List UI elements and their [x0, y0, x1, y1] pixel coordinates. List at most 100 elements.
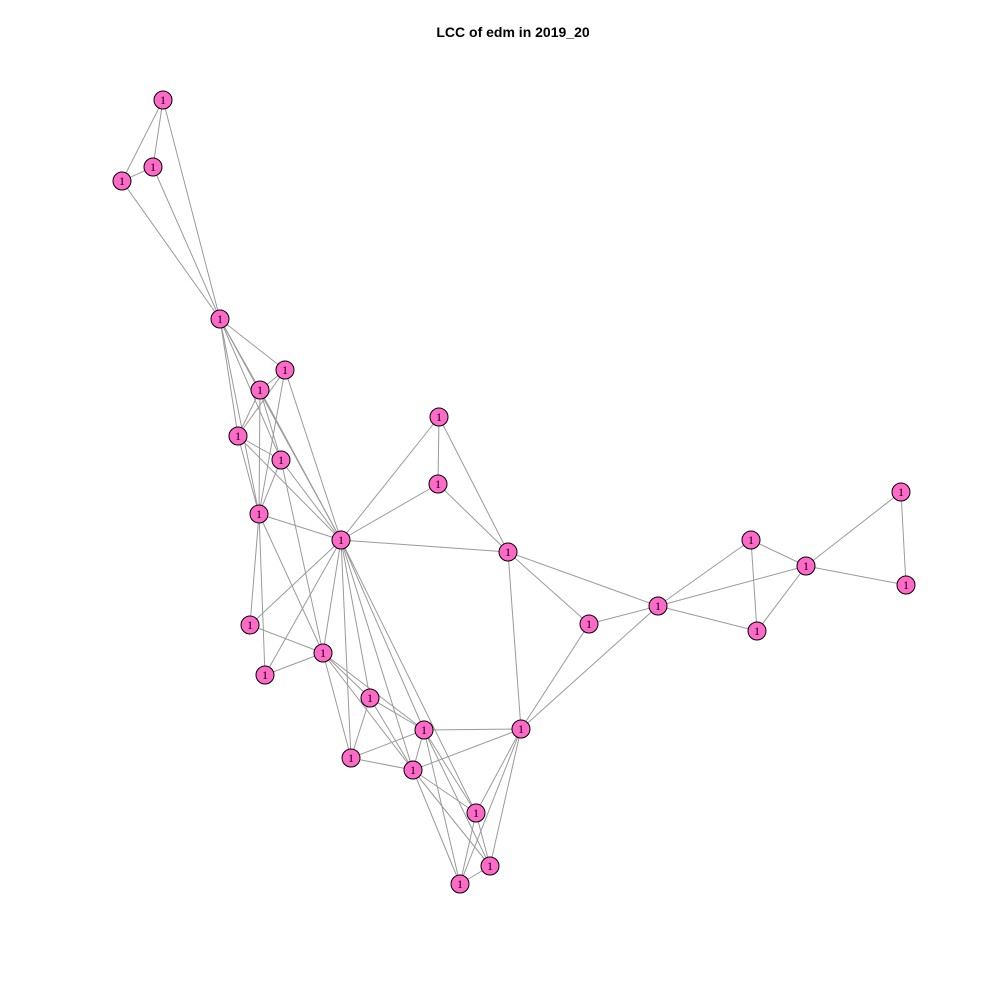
- node-circle: [250, 380, 270, 400]
- graph-edge: [258, 513, 324, 654]
- node-layer: 1 1 1 1 1 1 1 1 1 1 1 1 1 1 1 1 1 1 1 1 1 1 1 1 1 1 1 1 1 1 1: [112, 90, 916, 894]
- graph-node: 1: [414, 720, 434, 740]
- graph-edge: [340, 483, 439, 541]
- graph-edge: [423, 729, 491, 867]
- graph-node: 1: [579, 614, 599, 634]
- graph-edge: [162, 99, 221, 320]
- graph-node: 1: [511, 719, 531, 739]
- node-label: 1: [150, 160, 156, 174]
- graph-node: 1: [480, 856, 500, 876]
- graph-edge: [475, 728, 522, 814]
- graph-edge: [750, 539, 758, 632]
- node-circle: [403, 760, 423, 780]
- graph-edge: [249, 624, 324, 654]
- node-circle: [747, 621, 767, 641]
- node-label: 1: [748, 533, 754, 547]
- graph-edge: [237, 435, 260, 515]
- graph-edge: [657, 539, 752, 607]
- node-circle: [360, 688, 380, 708]
- node-label: 1: [262, 668, 268, 682]
- graph-edge: [750, 539, 807, 567]
- graph-node: 1: [747, 621, 767, 641]
- graph-edge: [258, 513, 342, 541]
- graph-edge: [459, 728, 522, 885]
- node-circle: [511, 719, 531, 739]
- graph-node: 1: [360, 688, 380, 708]
- node-label: 1: [505, 545, 511, 559]
- node-circle: [271, 450, 291, 470]
- graph-edge: [657, 605, 758, 632]
- graph-edge: [237, 369, 286, 437]
- graph-edge: [350, 757, 414, 771]
- graph-edge: [350, 697, 371, 759]
- graph-edge: [423, 729, 461, 885]
- graph-edge: [507, 551, 590, 625]
- graph-edge: [369, 697, 425, 731]
- graph-edge: [258, 513, 266, 676]
- graph-edge: [237, 435, 342, 541]
- graph-node: 1: [341, 748, 361, 768]
- node-circle: [240, 615, 260, 635]
- node-circle: [429, 407, 449, 427]
- graph-node: 1: [429, 407, 449, 427]
- node-label: 1: [487, 859, 493, 873]
- graph-edge: [805, 491, 902, 567]
- graph-edge: [412, 769, 491, 867]
- graph-edge: [264, 652, 324, 676]
- graph-edge: [219, 318, 239, 437]
- node-circle: [153, 90, 173, 110]
- graph-edge: [258, 369, 286, 515]
- graph-node: 1: [255, 665, 275, 685]
- graph-edge: [340, 539, 352, 759]
- graph-edge: [284, 369, 342, 541]
- graph-edge: [219, 318, 286, 371]
- graph-node: 1: [275, 360, 295, 380]
- node-circle: [796, 556, 816, 576]
- graph-edge: [322, 652, 414, 771]
- node-label: 1: [457, 877, 463, 891]
- graph-edge: [322, 652, 371, 699]
- graph-edge: [423, 728, 522, 731]
- node-circle: [579, 614, 599, 634]
- node-label: 1: [282, 363, 288, 377]
- node-label: 1: [160, 93, 166, 107]
- node-label: 1: [903, 578, 909, 592]
- graph-edge: [412, 769, 461, 885]
- graph-edge: [489, 728, 522, 867]
- node-label: 1: [435, 477, 441, 491]
- node-circle: [341, 748, 361, 768]
- graph-node: 1: [741, 530, 761, 550]
- node-label: 1: [278, 453, 284, 467]
- graph-node: 1: [153, 90, 173, 110]
- graph-edge: [249, 513, 260, 626]
- graph-edge: [657, 565, 807, 607]
- node-circle: [331, 530, 351, 550]
- node-label: 1: [518, 722, 524, 736]
- node-circle: [428, 474, 448, 494]
- node-label: 1: [320, 646, 326, 660]
- graph-edge: [259, 389, 342, 541]
- graph-edge: [280, 459, 342, 541]
- graph-edge: [219, 318, 282, 461]
- graph-edge: [152, 99, 164, 168]
- graph-node: 1: [228, 426, 248, 446]
- node-circle: [112, 171, 132, 191]
- node-label: 1: [348, 751, 354, 765]
- node-circle: [313, 643, 333, 663]
- graph-edge: [340, 539, 425, 731]
- graph-edge: [219, 318, 260, 515]
- node-circle: [498, 542, 518, 562]
- node-label: 1: [119, 174, 125, 188]
- graph-node: 1: [331, 530, 351, 550]
- graph-node: 1: [143, 157, 163, 177]
- node-label: 1: [586, 617, 592, 631]
- graph-edge: [258, 459, 282, 515]
- node-circle: [450, 874, 470, 894]
- graph-edge: [459, 812, 477, 885]
- graph-edge: [437, 483, 509, 553]
- graph-node: 1: [648, 596, 668, 616]
- graph-edge: [369, 697, 414, 771]
- node-label: 1: [217, 312, 223, 326]
- graph-edge: [340, 539, 509, 553]
